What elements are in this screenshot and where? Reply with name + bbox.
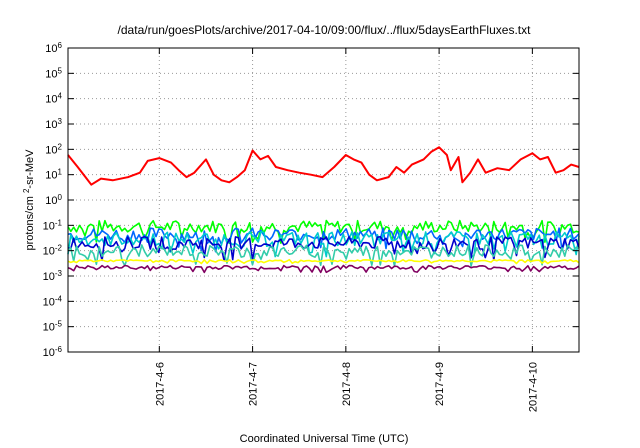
y-tick-label: 104 bbox=[45, 91, 62, 106]
x-tick-label: 2017-4-9 bbox=[434, 362, 446, 406]
grid bbox=[68, 48, 579, 352]
y-tick-exponent: -3 bbox=[55, 269, 63, 278]
y-tick-label: 10-6 bbox=[43, 345, 63, 360]
y-tick-exponent: 2 bbox=[58, 142, 63, 151]
series-line-3 bbox=[67, 227, 580, 253]
y-tick-exponent: -4 bbox=[55, 294, 63, 303]
y-tick-label: 10-3 bbox=[43, 269, 63, 284]
y-axis-label-superscript: 2 bbox=[22, 188, 31, 193]
x-tick-label: 2017-4-6 bbox=[154, 362, 166, 406]
y-tick-label: 10-1 bbox=[43, 218, 63, 233]
y-tick-label: 10-4 bbox=[43, 294, 63, 309]
y-ticks: 10-610-510-410-310-210-11001011021031041… bbox=[43, 41, 579, 360]
y-axis-label-text: protons/cm bbox=[24, 196, 36, 250]
y-tick-base: 10 bbox=[45, 170, 57, 182]
y-tick-exponent: 0 bbox=[58, 193, 63, 202]
y-tick-label: 10-5 bbox=[43, 319, 63, 334]
y-tick-label: 10-2 bbox=[43, 243, 63, 258]
x-tick-label: 2017-4-7 bbox=[248, 362, 260, 406]
y-tick-base: 10 bbox=[45, 195, 57, 207]
x-axis-label: Coordinated Universal Time (UTC) bbox=[240, 433, 409, 445]
series-line-7 bbox=[67, 258, 580, 265]
y-tick-exponent: 4 bbox=[58, 91, 63, 100]
y-tick-exponent: -1 bbox=[55, 218, 63, 227]
y-tick-exponent: -5 bbox=[55, 319, 63, 328]
y-tick-exponent: 6 bbox=[58, 41, 63, 50]
y-tick-label: 100 bbox=[45, 193, 62, 208]
y-tick-exponent: -6 bbox=[55, 345, 63, 354]
y-tick-base: 10 bbox=[43, 347, 55, 359]
y-tick-label: 103 bbox=[45, 117, 62, 132]
y-tick-base: 10 bbox=[43, 220, 55, 232]
series-group bbox=[67, 146, 580, 274]
series-line-4 bbox=[67, 230, 580, 258]
y-tick-label: 105 bbox=[45, 66, 62, 81]
y-tick-exponent: -2 bbox=[55, 243, 63, 252]
y-tick-base: 10 bbox=[45, 94, 57, 106]
y-tick-label: 101 bbox=[45, 167, 62, 182]
chart-title: /data/run/goesPlots/archive/2017-04-10/0… bbox=[118, 23, 532, 37]
y-tick-label: 106 bbox=[45, 41, 62, 56]
x-tick-label: 2017-4-8 bbox=[341, 362, 353, 406]
y-tick-exponent: 1 bbox=[58, 167, 63, 176]
y-tick-exponent: 3 bbox=[58, 117, 63, 126]
y-tick-exponent: 5 bbox=[58, 66, 63, 75]
y-tick-label: 102 bbox=[45, 142, 62, 157]
y-tick-base: 10 bbox=[45, 144, 57, 156]
y-tick-base: 10 bbox=[43, 322, 55, 334]
y-tick-base: 10 bbox=[43, 271, 55, 283]
x-ticks: 2017-4-6 2017-4-7 2017-4-8 2017-4-9 2017-4-1… bbox=[154, 48, 539, 412]
y-tick-base: 10 bbox=[43, 296, 55, 308]
y-axis-label: protons/cm 2-sr-MeV bbox=[22, 149, 37, 251]
series-line-8 bbox=[67, 264, 580, 274]
y-axis-label-rest: -sr-MeV bbox=[24, 149, 36, 189]
series-line-6 bbox=[67, 244, 580, 267]
x-tick-label: 2017-4-10 bbox=[527, 362, 539, 412]
y-tick-base: 10 bbox=[43, 246, 55, 258]
y-tick-base: 10 bbox=[45, 68, 57, 80]
y-tick-base: 10 bbox=[45, 119, 57, 131]
series-line-1 bbox=[67, 146, 580, 186]
y-tick-base: 10 bbox=[45, 43, 57, 55]
